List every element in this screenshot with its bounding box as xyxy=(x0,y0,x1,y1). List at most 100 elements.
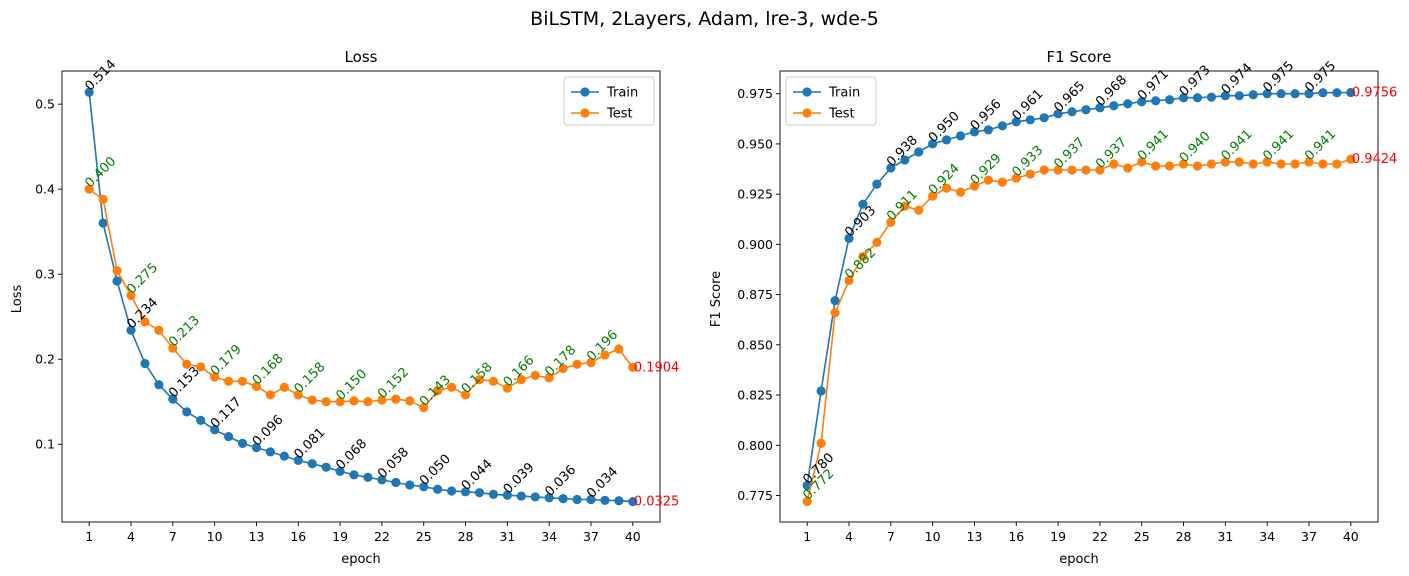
f1-y-tick-label: 0.825 xyxy=(737,388,773,403)
loss-train-point xyxy=(488,489,499,499)
loss-train-data-label: 0.153 xyxy=(166,364,203,401)
figure-title: BiLSTM, 2Layers, Adam, lre-3, wde-5 xyxy=(530,8,879,30)
f1-train-point xyxy=(1081,105,1091,115)
f1-test-point xyxy=(830,308,840,318)
loss-panel-title: Loss xyxy=(345,48,378,66)
loss-train-point xyxy=(349,470,359,480)
f1-y-axis-label: F1 Score xyxy=(709,271,724,327)
f1-test-point xyxy=(1304,157,1314,167)
f1-train-point xyxy=(1053,109,1063,119)
loss-test-point xyxy=(530,370,540,380)
f1-test-point xyxy=(1137,157,1147,167)
f1-test-point xyxy=(969,181,980,191)
loss-test-data-label: 0.143 xyxy=(417,373,454,410)
f1-x-tick-label: 10 xyxy=(925,529,941,544)
loss-train-point xyxy=(140,358,150,369)
loss-train-point xyxy=(600,495,610,505)
loss-test-point xyxy=(349,396,359,406)
loss-train-data-label: 0.117 xyxy=(208,395,245,432)
loss-test-data-label: 0.158 xyxy=(291,360,328,397)
loss-x-tick-label: 31 xyxy=(499,529,515,544)
loss-train-data-label: 0.234 xyxy=(124,295,161,332)
f1-train-final-label: 0.9756 xyxy=(1352,85,1398,100)
f1-x-tick-label: 31 xyxy=(1217,529,1233,544)
f1-test-point xyxy=(858,251,868,262)
loss-legend-train-label: Train xyxy=(606,86,638,101)
loss-train-point xyxy=(84,87,94,97)
f1-test-point xyxy=(1109,159,1119,169)
loss-y-tick-label: 0.2 xyxy=(35,352,55,367)
loss-test-point xyxy=(572,359,582,369)
f1-test-point xyxy=(1025,169,1035,179)
loss-test-point xyxy=(586,357,596,368)
f1-legend: Train Test xyxy=(785,76,877,126)
f1-test-point xyxy=(816,438,826,448)
loss-train-point xyxy=(614,496,624,506)
loss-train-point xyxy=(405,480,415,490)
f1-test-point xyxy=(997,177,1007,187)
f1-y-tick-label: 0.775 xyxy=(737,488,773,503)
loss-train-point xyxy=(363,472,373,482)
f1-train-point xyxy=(1178,93,1189,103)
loss-x-tick-label: 22 xyxy=(374,529,390,544)
loss-test-point xyxy=(363,397,373,407)
f1-x-tick-label: 25 xyxy=(1134,529,1150,544)
f1-test-point xyxy=(914,205,924,215)
f1-panel: F1 Score epoch F1 Score 1 4 7 10 13 16 19 22 25 2… xyxy=(709,48,1397,567)
f1-x-tick-label: 4 xyxy=(845,529,853,544)
loss-test-point xyxy=(405,396,415,406)
f1-test-point xyxy=(844,275,854,286)
f1-train-point xyxy=(830,296,840,306)
loss-test-point xyxy=(182,359,192,369)
loss-test-point xyxy=(307,395,317,405)
loss-legend: Train Test xyxy=(563,76,655,126)
f1-x-tick-label: 37 xyxy=(1301,529,1317,544)
loss-train-point xyxy=(98,218,108,228)
f1-legend-test-marker xyxy=(802,108,812,118)
loss-test-point xyxy=(628,362,638,372)
loss-test-point xyxy=(544,373,554,383)
f1-train-point xyxy=(816,386,826,396)
f1-train-point xyxy=(928,139,938,149)
f1-x-tick-label: 1 xyxy=(803,529,811,544)
loss-train-point xyxy=(474,488,485,498)
loss-test-data-label: 0.400 xyxy=(82,154,119,191)
loss-test-point xyxy=(98,194,108,204)
f1-x-tick-label: 7 xyxy=(887,529,895,544)
f1-train-point xyxy=(1151,96,1161,106)
loss-train-point xyxy=(544,493,554,503)
loss-train-final-label: 0.0325 xyxy=(634,495,680,510)
f1-x-tick-label: 40 xyxy=(1343,529,1359,544)
f1-train-point xyxy=(1290,89,1300,99)
loss-train-point xyxy=(460,487,471,497)
f1-test-data-label: 0.911 xyxy=(884,187,921,224)
loss-test-point xyxy=(251,381,262,392)
loss-test-point xyxy=(140,317,150,327)
f1-test-data-label: 0.882 xyxy=(842,245,879,282)
loss-test-point xyxy=(433,386,443,396)
f1-train-point xyxy=(1025,115,1035,125)
loss-test-line xyxy=(88,188,634,409)
f1-test-point xyxy=(1095,165,1105,175)
loss-train-point xyxy=(196,415,206,426)
f1-train-point xyxy=(1067,107,1077,117)
loss-x-tick-label: 19 xyxy=(332,529,348,544)
f1-x-tick-label: 34 xyxy=(1259,529,1275,544)
loss-train-data-label: 0.036 xyxy=(542,463,579,500)
loss-x-tick-label: 37 xyxy=(583,529,599,544)
f1-train-point xyxy=(1318,88,1328,98)
f1-test-final-label: 0.9424 xyxy=(1352,152,1398,167)
loss-test-data-label: 0.179 xyxy=(208,342,245,379)
loss-test-point xyxy=(154,325,164,335)
loss-test-point xyxy=(126,290,136,301)
f1-test-point xyxy=(1123,163,1133,173)
f1-x-tick-label: 28 xyxy=(1176,529,1192,544)
loss-test-final-label: 0.1904 xyxy=(634,360,680,375)
loss-y-tick-label: 0.4 xyxy=(35,182,55,197)
loss-train-point xyxy=(419,482,429,492)
f1-test-point xyxy=(1081,165,1091,175)
f1-test-point xyxy=(1276,159,1286,169)
f1-train-point xyxy=(1220,91,1230,101)
loss-x-axis-label: epoch xyxy=(341,552,381,567)
